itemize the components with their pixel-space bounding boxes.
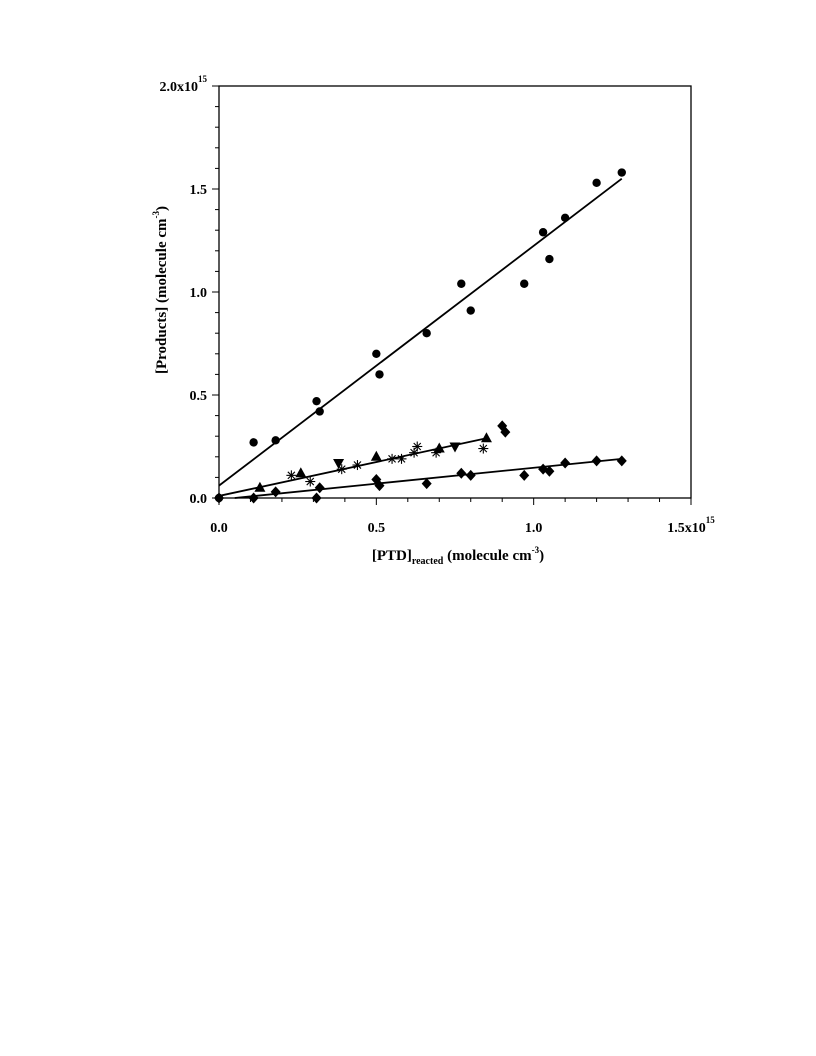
point-diamond [374,480,385,492]
point-circle [520,279,529,288]
point-asterisk [412,441,423,452]
point-triangle-down [449,442,461,453]
point-diamond [591,455,602,467]
point-diamond [519,469,530,481]
point-diamond [456,467,467,479]
point-circle [315,407,324,416]
point-circle [249,438,258,447]
point-asterisk [352,460,363,471]
point-circle [592,178,601,188]
point-circle [538,228,548,237]
point-triangle-down [333,458,345,469]
point-triangle-up [480,432,492,443]
fit-line-circle [218,177,623,487]
point-triangle-up [295,467,307,478]
axes: 0.0 0.5 1.0 1.5x1015 0.0 0.5 1.0 1.5 2.0x1015 [160,74,716,536]
point-triangle-up [254,481,266,492]
point-diamond [560,457,571,469]
point-circle [372,349,381,358]
point-circle [545,254,554,264]
y-tick-label: 0.5 [190,389,208,404]
point-asterisk [431,447,442,458]
x-tick-label: 1.0 [525,521,543,536]
plot-frame [218,85,692,499]
point-circle [466,306,475,315]
point-asterisk [396,453,407,464]
fit-line-diamond [234,457,622,499]
point-asterisk [409,447,420,458]
point-diamond [270,486,281,498]
point-circle [312,396,321,406]
point-diamond [311,492,322,504]
y-tick-label: 1.5 [190,183,208,198]
point-circle [375,370,384,379]
point-asterisk [286,470,297,481]
point-asterisk [387,453,398,464]
point-circle [560,213,570,223]
point-diamond [248,492,259,504]
point-diamond [465,469,476,481]
point-asterisk [305,476,316,487]
point-diamond [500,426,511,438]
point-diamond [616,455,627,467]
point-diamond [421,478,432,490]
point-circle [271,436,280,445]
point-circle [617,168,626,177]
x-axis-label: [PTD]reacted (molecule cm-3) [372,545,544,567]
point-asterisk [336,464,347,475]
y-tick-label: 2.0x1015 [160,74,208,95]
point-diamond [314,482,325,494]
y-tick-label: 1.0 [190,286,208,301]
y-tick-label: 0.0 [190,492,208,507]
point-circle [457,279,466,288]
point-diamond [544,465,555,477]
point-triangle-up [370,450,382,461]
plot-area [218,85,692,499]
point-asterisk [478,443,489,454]
point-diamond [214,492,224,504]
x-tick-label: 0.0 [210,521,228,536]
x-tick-label: 1.5x1015 [667,515,715,536]
x-tick-label: 0.5 [368,521,386,536]
point-circle [422,329,431,338]
data-marks [214,168,627,504]
y-axis-label: [Products] (molecule cm-3) [151,206,170,374]
